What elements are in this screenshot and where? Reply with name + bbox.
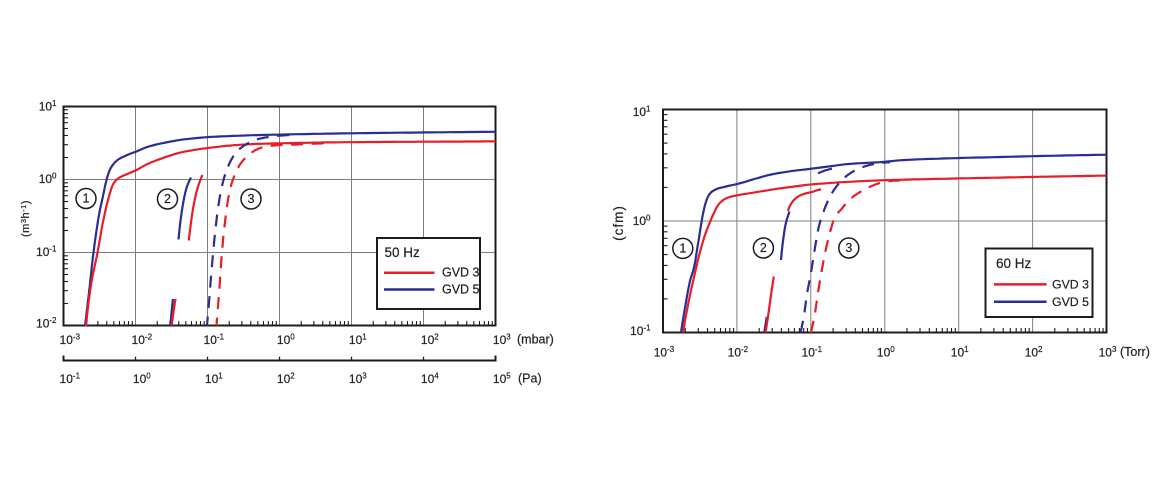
svg-text:GVD 3: GVD 3 — [1052, 277, 1089, 291]
svg-text:1: 1 — [679, 242, 686, 256]
svg-text:2: 2 — [760, 241, 767, 255]
svg-text:10-1: 10-1 — [60, 372, 81, 387]
svg-text:GVD 5: GVD 5 — [442, 283, 480, 297]
svg-text:102: 102 — [277, 372, 295, 387]
svg-text:GVD 5: GVD 5 — [1052, 295, 1089, 309]
svg-text:(Pa): (Pa) — [518, 372, 542, 386]
svg-text:(mbar): (mbar) — [517, 333, 554, 347]
svg-text:2: 2 — [164, 192, 171, 206]
svg-text:60 Hz: 60 Hz — [996, 256, 1032, 271]
svg-text:3: 3 — [248, 192, 255, 206]
svg-text:50 Hz: 50 Hz — [385, 245, 421, 260]
svg-text:(cfm): (cfm) — [611, 205, 626, 241]
svg-text:(Torr): (Torr) — [1120, 345, 1150, 359]
svg-text:3: 3 — [845, 241, 852, 255]
svg-text:101: 101 — [39, 99, 57, 114]
svg-text:GVD 3: GVD 3 — [442, 266, 480, 280]
svg-text:1: 1 — [83, 192, 90, 206]
